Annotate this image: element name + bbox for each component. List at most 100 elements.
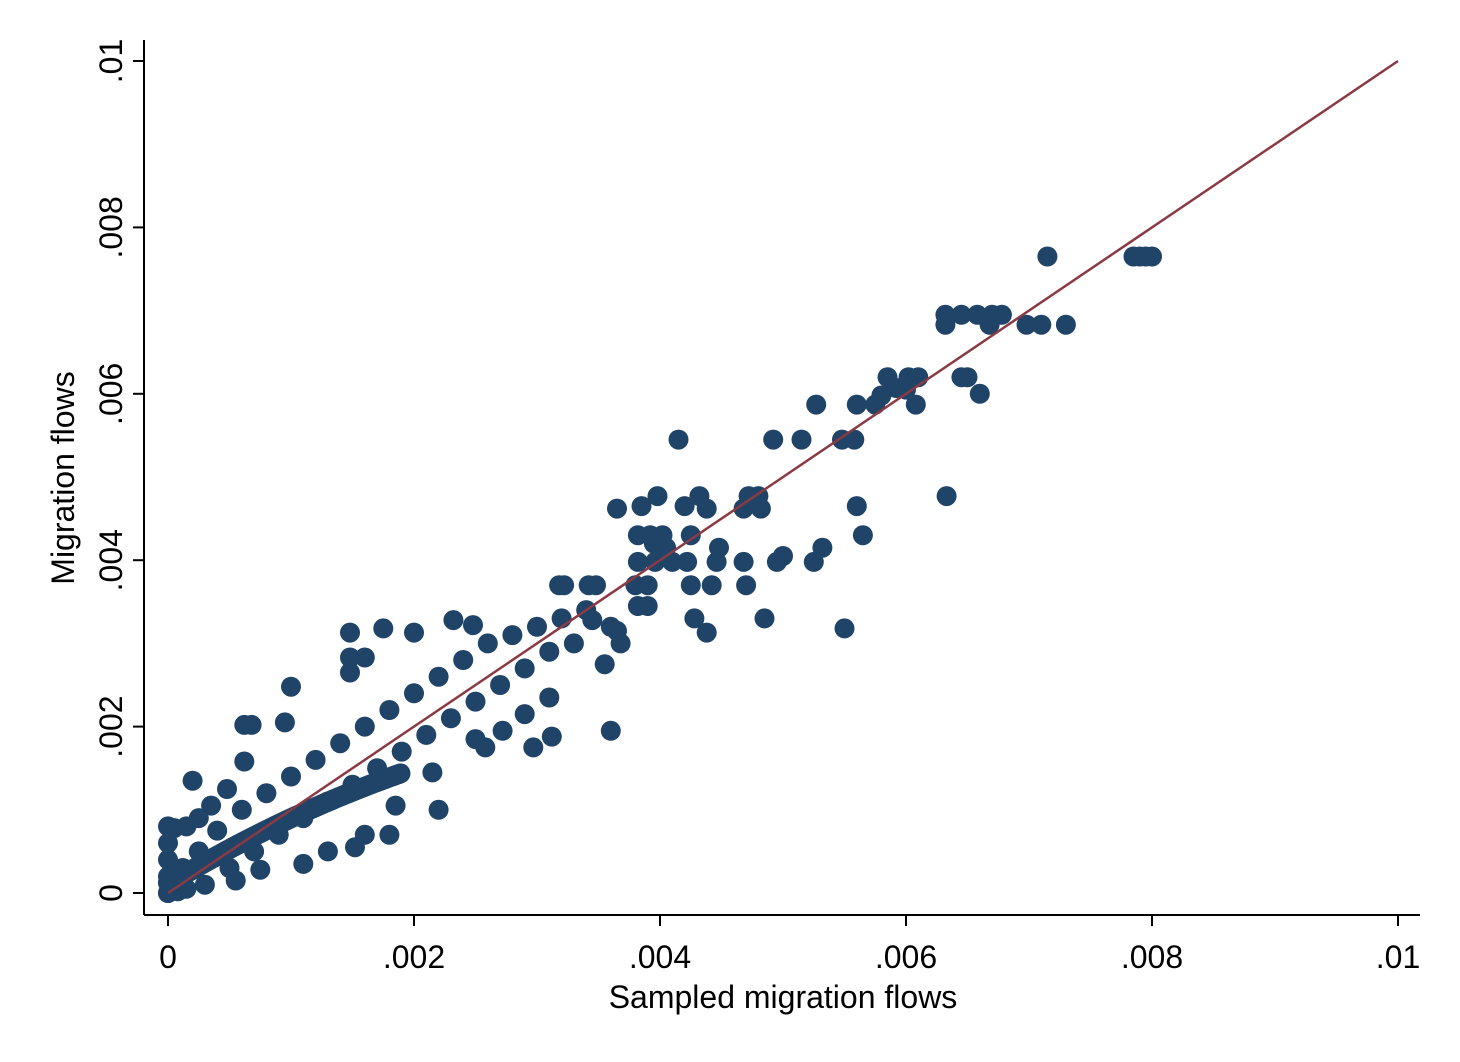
data-point bbox=[379, 824, 400, 845]
data-point bbox=[627, 551, 648, 572]
data-point bbox=[379, 700, 400, 720]
data-point bbox=[385, 795, 406, 816]
data-point bbox=[631, 496, 652, 517]
data-point bbox=[161, 871, 182, 892]
data-point bbox=[979, 314, 1000, 335]
data-point bbox=[158, 849, 178, 870]
data-point bbox=[1031, 314, 1052, 335]
data-point bbox=[1055, 314, 1076, 335]
data-point bbox=[680, 525, 701, 546]
data-point bbox=[523, 737, 544, 758]
data-point bbox=[465, 691, 486, 712]
data-point bbox=[846, 496, 867, 517]
data-point bbox=[647, 486, 668, 507]
y-tick-label: .006 bbox=[93, 363, 129, 425]
data-point bbox=[541, 726, 562, 747]
data-point bbox=[738, 486, 759, 507]
y-axis-title: Migration flows bbox=[45, 371, 81, 584]
data-point bbox=[354, 647, 375, 668]
data-point bbox=[453, 650, 474, 670]
data-point bbox=[477, 633, 498, 654]
data-point bbox=[637, 575, 658, 596]
data-point bbox=[834, 618, 855, 639]
data-point bbox=[677, 551, 698, 572]
data-point bbox=[305, 749, 326, 770]
data-point bbox=[217, 779, 237, 799]
data-point bbox=[586, 575, 606, 596]
data-point bbox=[696, 498, 717, 519]
points-layer bbox=[158, 246, 1162, 903]
data-point bbox=[763, 429, 784, 450]
data-point bbox=[750, 498, 771, 519]
data-point bbox=[701, 575, 722, 596]
data-point bbox=[443, 610, 464, 631]
y-tick-label: .004 bbox=[93, 529, 129, 591]
data-point bbox=[905, 394, 926, 415]
data-point bbox=[684, 608, 705, 629]
data-point bbox=[706, 551, 727, 572]
data-point bbox=[333, 785, 353, 806]
data-point bbox=[207, 820, 228, 841]
data-point bbox=[527, 616, 547, 637]
x-tick-label: 0 bbox=[159, 939, 177, 975]
data-point bbox=[182, 770, 203, 791]
data-point bbox=[844, 429, 865, 450]
data-point bbox=[440, 708, 461, 729]
data-point bbox=[345, 837, 365, 858]
reference-line bbox=[167, 59, 1399, 895]
data-point bbox=[274, 712, 295, 733]
data-point bbox=[492, 720, 513, 741]
data-point bbox=[404, 622, 424, 643]
data-point bbox=[194, 874, 215, 895]
data-point bbox=[607, 498, 627, 519]
data-point bbox=[340, 647, 360, 668]
data-point bbox=[600, 720, 621, 741]
data-point bbox=[340, 662, 360, 683]
data-point bbox=[354, 716, 375, 737]
data-point bbox=[696, 622, 717, 643]
data-point bbox=[539, 687, 560, 708]
data-point bbox=[281, 766, 301, 787]
data-point bbox=[422, 762, 443, 783]
data-point bbox=[384, 765, 405, 786]
data-point bbox=[951, 304, 972, 325]
data-point bbox=[936, 486, 957, 507]
data-point bbox=[935, 314, 956, 335]
data-point bbox=[490, 675, 511, 695]
data-point bbox=[428, 799, 449, 820]
data-point bbox=[791, 429, 812, 450]
y-tick-label: .002 bbox=[93, 695, 129, 757]
data-point bbox=[317, 841, 338, 862]
x-tick-label: .004 bbox=[629, 939, 691, 975]
x-tick-label: .002 bbox=[383, 939, 445, 975]
data-point bbox=[1037, 246, 1058, 267]
data-point bbox=[733, 551, 754, 572]
x-tick-label: .008 bbox=[1121, 939, 1183, 975]
data-point bbox=[674, 496, 695, 517]
data-point bbox=[241, 714, 262, 735]
data-point bbox=[373, 618, 394, 639]
data-point bbox=[416, 724, 437, 745]
data-point bbox=[303, 797, 324, 818]
x-tick-label: .006 bbox=[875, 939, 937, 975]
data-point bbox=[736, 575, 757, 596]
data-point bbox=[554, 575, 575, 596]
data-point bbox=[158, 833, 178, 854]
data-point bbox=[158, 816, 178, 837]
axes: 0 .002 .004 .006 .008 .01 0 .002 .004 .006 .008 .01 bbox=[93, 39, 1420, 975]
data-point bbox=[539, 641, 560, 662]
data-point bbox=[514, 704, 535, 725]
data-point bbox=[610, 633, 631, 654]
data-point bbox=[846, 394, 867, 415]
data-point bbox=[514, 658, 535, 679]
data-point bbox=[637, 596, 658, 616]
data-point bbox=[256, 783, 277, 804]
data-point bbox=[234, 751, 255, 772]
x-tick-label: .01 bbox=[1376, 939, 1420, 975]
data-point bbox=[662, 551, 683, 572]
data-point bbox=[563, 633, 584, 654]
data-point bbox=[865, 394, 886, 415]
